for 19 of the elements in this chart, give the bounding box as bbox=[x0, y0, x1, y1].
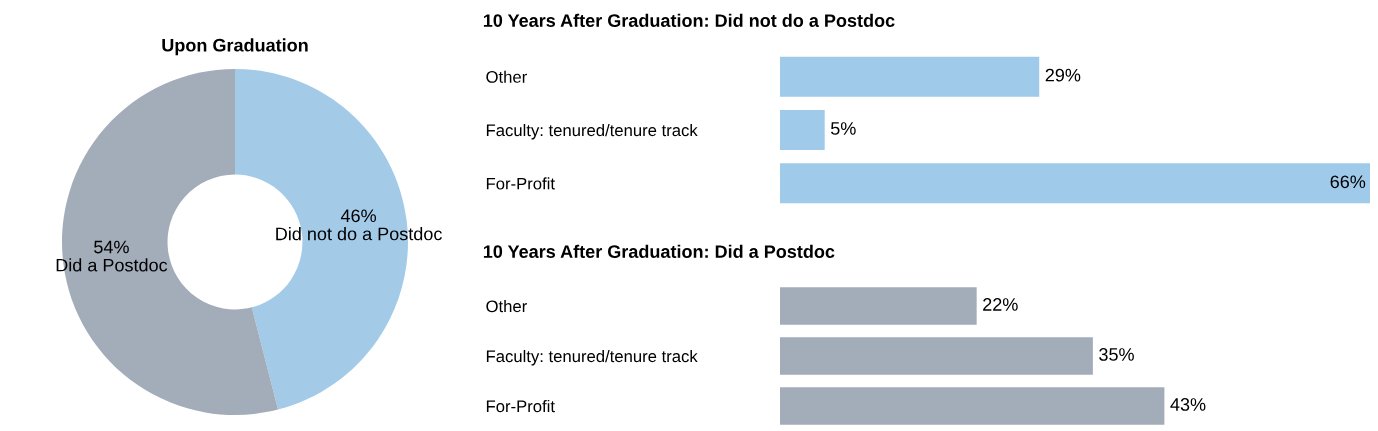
data-label: 22% bbox=[983, 298, 1018, 311]
data-label: 54% bbox=[94, 240, 129, 254]
data-label: 43% bbox=[1170, 398, 1206, 411]
data-label: 5% bbox=[830, 122, 856, 135]
data-label: 35% bbox=[1099, 348, 1134, 361]
data-label: 66% bbox=[1330, 175, 1366, 189]
y-tick-label: Other bbox=[486, 70, 527, 83]
y-tick-label: Faculty: tenured/tenure track bbox=[486, 123, 698, 140]
slice-label: Did a Postdoc bbox=[56, 258, 168, 272]
y-tick-label: For-Profit bbox=[486, 177, 555, 190]
y-tick-label: For-Profit bbox=[486, 399, 555, 413]
chart-title: 10 Years After Graduation: Did not do a Postdoc bbox=[483, 13, 895, 27]
slice-label: Did not do a Postdoc bbox=[276, 227, 442, 241]
data-label: 29% bbox=[1045, 68, 1081, 82]
data-label: 46% bbox=[340, 209, 376, 223]
chart-title: Upon Graduation bbox=[162, 38, 308, 56]
y-tick-label: Other bbox=[486, 299, 527, 313]
chart-title: 10 Years After Graduation: Did a Postdoc bbox=[483, 244, 835, 258]
y-tick-label: Faculty: tenured/tenure track bbox=[486, 349, 698, 366]
